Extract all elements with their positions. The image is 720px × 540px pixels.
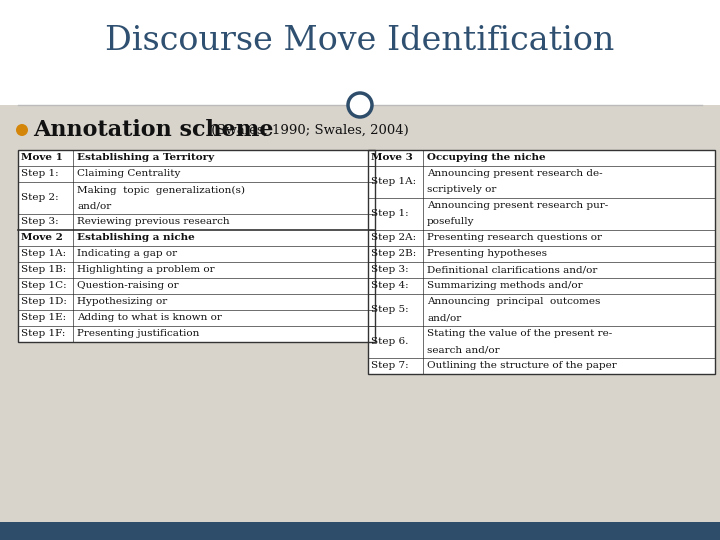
Text: Step 2:: Step 2: xyxy=(21,193,58,202)
Bar xyxy=(0,0,720,105)
Text: Step 1A:: Step 1A: xyxy=(21,249,66,259)
Text: Step 6.: Step 6. xyxy=(371,338,408,347)
Text: Step 5:: Step 5: xyxy=(371,306,409,314)
Text: scriptively or: scriptively or xyxy=(427,186,496,194)
Text: Occupying the niche: Occupying the niche xyxy=(427,153,546,163)
Text: Step 1A:: Step 1A: xyxy=(371,178,416,186)
Text: search and/or: search and/or xyxy=(427,346,500,354)
Text: Presenting hypotheses: Presenting hypotheses xyxy=(427,249,547,259)
Text: Step 4:: Step 4: xyxy=(371,281,409,291)
Text: Adding to what is known or: Adding to what is known or xyxy=(77,314,222,322)
Text: Establishing a niche: Establishing a niche xyxy=(77,233,194,242)
Text: Announcing present research de-: Announcing present research de- xyxy=(427,170,603,179)
Text: Claiming Centrality: Claiming Centrality xyxy=(77,170,181,179)
Bar xyxy=(0,105,720,522)
Bar xyxy=(368,150,715,374)
Text: Move 1: Move 1 xyxy=(21,153,63,163)
Text: Step 2B:: Step 2B: xyxy=(371,249,416,259)
Text: and/or: and/or xyxy=(77,201,112,211)
Bar xyxy=(0,522,720,540)
Text: (Swales, 1990; Swales, 2004): (Swales, 1990; Swales, 2004) xyxy=(207,124,409,137)
Text: Move 2: Move 2 xyxy=(21,233,63,242)
Bar xyxy=(18,150,375,342)
Text: Step 1:: Step 1: xyxy=(21,170,58,179)
Text: Step 2A:: Step 2A: xyxy=(371,233,416,242)
Text: and/or: and/or xyxy=(427,314,462,322)
Text: Annotation scheme: Annotation scheme xyxy=(33,119,274,141)
Text: Step 1F:: Step 1F: xyxy=(21,329,66,339)
Text: Presenting research questions or: Presenting research questions or xyxy=(427,233,602,242)
Text: Summarizing methods and/or: Summarizing methods and/or xyxy=(427,281,582,291)
Text: Indicating a gap or: Indicating a gap or xyxy=(77,249,177,259)
Text: Move 3: Move 3 xyxy=(371,153,413,163)
Text: Reviewing previous research: Reviewing previous research xyxy=(77,218,230,226)
Text: posefully: posefully xyxy=(427,218,474,226)
Text: Question-raising or: Question-raising or xyxy=(77,281,179,291)
Text: Step 1E:: Step 1E: xyxy=(21,314,66,322)
Text: Presenting justification: Presenting justification xyxy=(77,329,199,339)
Text: Making  topic  generalization(s): Making topic generalization(s) xyxy=(77,185,245,194)
Text: Step 1:: Step 1: xyxy=(371,210,409,219)
Circle shape xyxy=(348,93,372,117)
Text: Announcing present research pur-: Announcing present research pur- xyxy=(427,201,608,211)
Text: Definitional clarifications and/or: Definitional clarifications and/or xyxy=(427,266,598,274)
Bar xyxy=(368,150,715,374)
Text: Discourse Move Identification: Discourse Move Identification xyxy=(105,25,615,57)
Text: Announcing  principal  outcomes: Announcing principal outcomes xyxy=(427,298,600,307)
Text: Step 3:: Step 3: xyxy=(21,218,58,226)
Text: Step 1C:: Step 1C: xyxy=(21,281,67,291)
Text: Highlighting a problem or: Highlighting a problem or xyxy=(77,266,215,274)
Text: Step 7:: Step 7: xyxy=(371,361,409,370)
Circle shape xyxy=(16,124,28,136)
Text: Stating the value of the present re-: Stating the value of the present re- xyxy=(427,329,612,339)
Text: Step 3:: Step 3: xyxy=(371,266,409,274)
Text: Establishing a Territory: Establishing a Territory xyxy=(77,153,214,163)
Text: Step 1D:: Step 1D: xyxy=(21,298,67,307)
Text: Outlining the structure of the paper: Outlining the structure of the paper xyxy=(427,361,617,370)
Text: Step 1B:: Step 1B: xyxy=(21,266,66,274)
Bar xyxy=(18,150,375,342)
Text: Hypothesizing or: Hypothesizing or xyxy=(77,298,167,307)
